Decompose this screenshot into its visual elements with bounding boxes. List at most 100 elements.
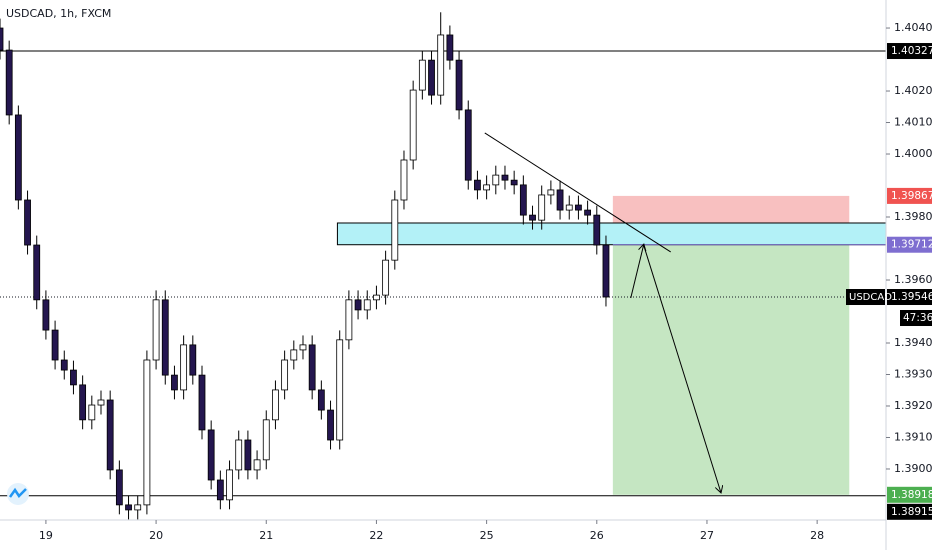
candle-body [547,189,555,196]
y-tick-label: 1.40100 [894,116,932,129]
last-price-label-bg [887,289,932,306]
entry-label: 1.39712 [891,239,932,251]
candle-body [529,214,536,221]
candle-body [70,369,77,386]
candle-body [171,374,178,391]
countdown-bg [900,310,932,327]
candle-body [584,209,592,216]
candle-body [464,109,472,181]
candle-body [510,179,518,186]
candle-body [262,419,270,461]
y-tick-label: 1.39200 [894,399,932,412]
candle-body [207,429,215,481]
x-tick-label: 20 [149,529,163,542]
candle-body [216,479,224,501]
candle-body [235,439,243,471]
candle-body [418,59,426,91]
candle-body [437,34,445,96]
y-tick-label: 1.39300 [894,367,932,380]
candle-body [60,359,68,371]
candle-body [281,359,289,391]
candle-body [428,59,435,96]
candle-body [51,329,59,361]
candle-body [327,409,334,441]
x-tick-label: 22 [369,529,383,542]
candle-body [24,199,31,246]
candle-body [602,244,610,298]
x-tick-label: 25 [480,529,494,542]
candle-body [134,504,142,511]
candle-body [79,384,87,421]
x-tick-label: 28 [810,529,824,542]
candle-body [290,349,298,361]
y-tick-label: 1.40000 [894,147,932,160]
x-tick-label: 26 [590,529,604,542]
candle-body [565,204,573,211]
candle-body [317,389,325,411]
y-tick-label: 1.39000 [894,462,932,475]
candle-body [0,27,4,51]
y-tick-label: 1.40200 [894,84,932,97]
candle-body [152,299,160,361]
candle-body [244,439,252,471]
candle-body [575,204,582,211]
candle-body [88,404,96,421]
stop-label: 1.39867 [891,190,932,202]
candle-body [538,194,546,221]
candle-body [189,344,197,376]
x-tick-label: 27 [700,529,714,542]
candle-body [446,34,454,61]
target-label: 1.38918 [891,489,932,501]
candle-body [455,59,463,111]
projection-arrow [643,244,721,492]
candle-body [593,214,601,246]
trendline [484,132,671,253]
y-tick-label: 1.39600 [894,273,932,286]
candle-body [474,179,481,191]
candle-body [180,344,188,391]
candle-body [519,184,527,216]
logo [7,483,29,505]
candle-body [354,299,362,311]
level-label-bg [887,43,932,60]
candle-body [299,344,307,351]
stop-label-bg [887,187,932,204]
candle-body [308,344,316,391]
candle-body [115,469,123,506]
candle-body [556,189,564,211]
candle-body [336,339,344,441]
symbol-label: USDCAD [849,292,892,303]
candle-body [391,199,399,261]
candle-body [382,259,390,296]
candle-body [253,459,261,471]
y-tick-label: 1.39400 [894,336,932,349]
candle-body [33,244,41,301]
candle-body [198,374,206,431]
last-price-label: 1.39546 [891,291,932,303]
entry-label-bg [887,236,932,253]
candle-body [400,159,408,201]
candle-body [161,299,169,376]
candle-body [272,389,279,421]
y-tick-label: 1.40400 [894,21,932,34]
candle-body [409,89,417,161]
candle-body [363,299,371,311]
candle-body [492,174,500,186]
candle-body [106,399,114,471]
candle-body [42,299,50,331]
chart-title: USDCAD, 1h, FXCM [6,7,111,20]
countdown: 47:36 [903,312,932,324]
candle-body [5,49,13,116]
candle-body [143,359,151,506]
candle-body [483,184,491,191]
candle-body [345,299,353,341]
target-zone [612,244,850,495]
y-tick-label: 1.39800 [894,210,932,223]
candle-body [226,469,233,501]
level-label: 1.40327 [891,45,932,57]
candle-body [501,174,509,181]
level-label-bg [887,503,932,520]
candle-body [97,399,105,406]
symbol-label-bg [846,289,885,306]
